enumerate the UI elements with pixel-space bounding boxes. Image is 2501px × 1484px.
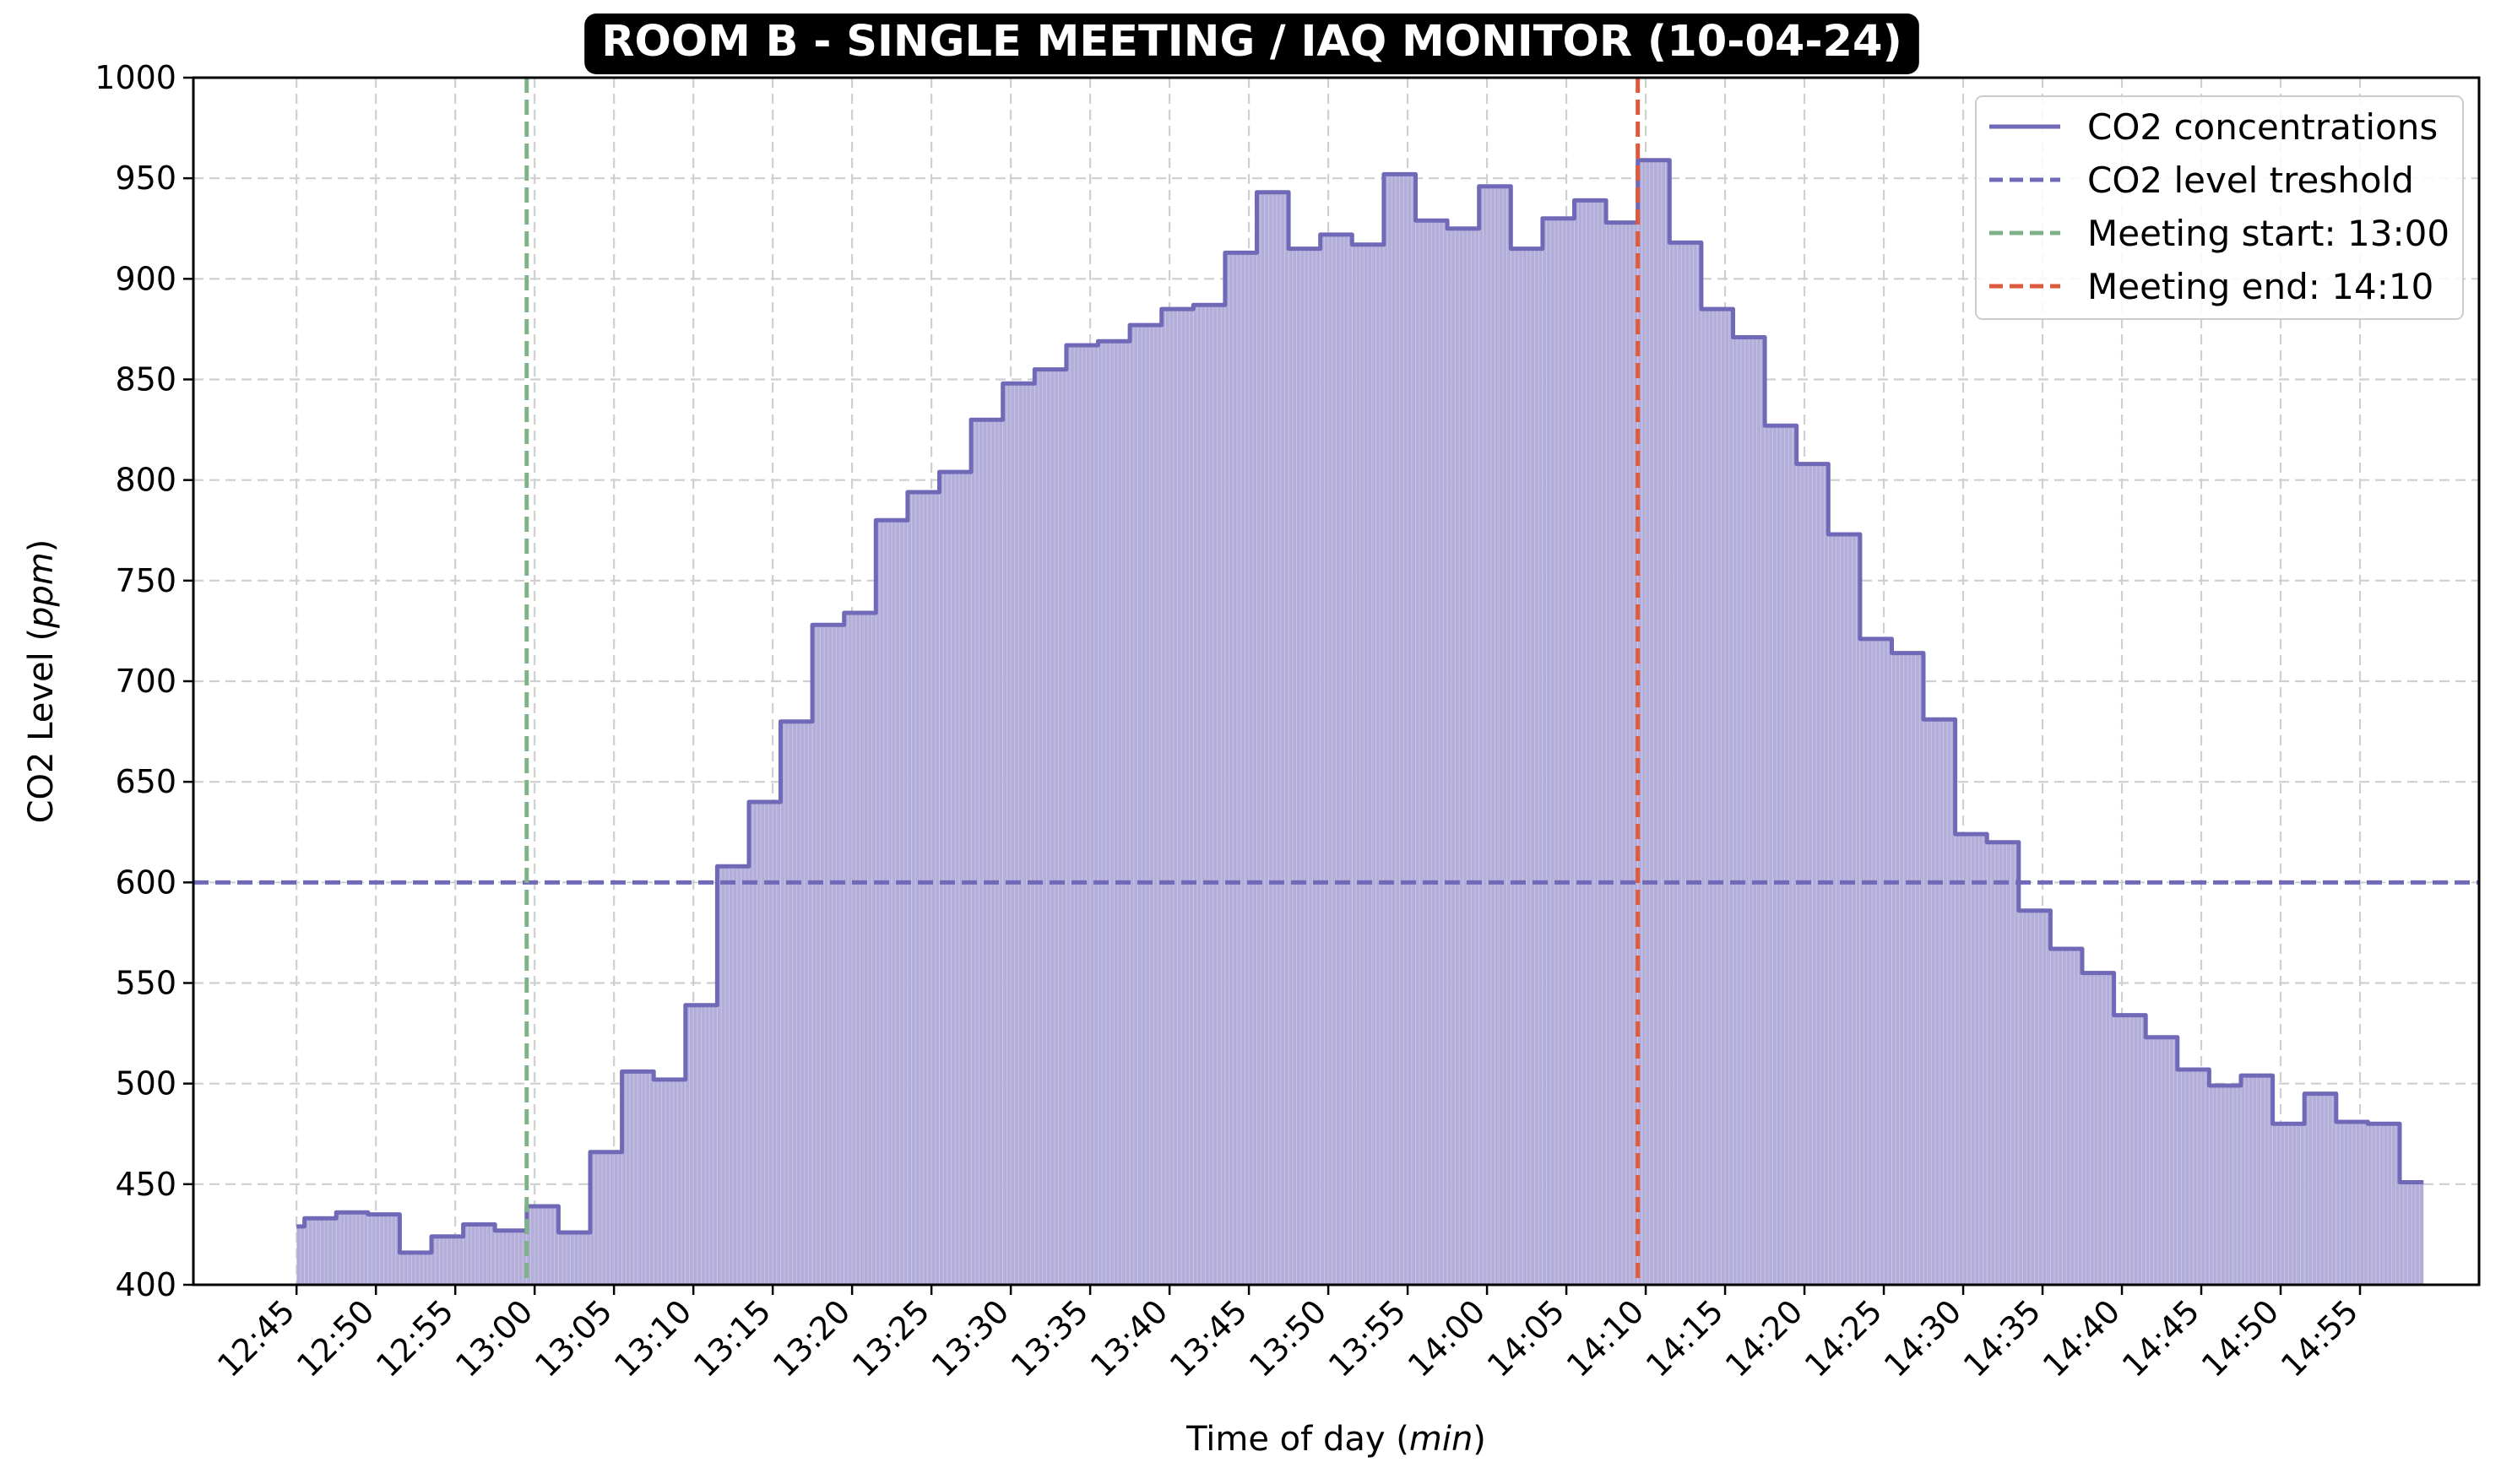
bar [1098, 341, 1131, 1285]
bar [589, 1151, 622, 1285]
bar [558, 1232, 590, 1285]
bar [2177, 1069, 2210, 1285]
y-tick-label: 700 [115, 663, 176, 700]
bar [336, 1212, 368, 1285]
bar [717, 866, 749, 1285]
bar [1478, 186, 1511, 1286]
bar [812, 625, 844, 1285]
x-axis-label: Time of day (min) [1185, 1420, 1486, 1459]
y-tick-label: 400 [115, 1266, 176, 1303]
legend-label-threshold: CO2 level treshold [2087, 160, 2414, 201]
bar [1066, 344, 1099, 1285]
bar [654, 1079, 686, 1285]
series-line-co2 [296, 158, 2424, 1255]
bar [367, 1214, 400, 1285]
legend-label-meeting-start: Meeting start: 13:00 [2087, 213, 2449, 254]
bar [2368, 1124, 2401, 1285]
bar [1130, 325, 1162, 1285]
bar [1765, 425, 1797, 1286]
bar-hatching [296, 160, 2420, 1285]
bar [2082, 972, 2114, 1285]
bar [2209, 1086, 2242, 1285]
chart-title: ROOM B - SINGLE MEETING / IAQ MONITOR (1… [584, 14, 1919, 74]
y-tick-label: 800 [115, 462, 176, 499]
bar [2241, 1075, 2273, 1285]
bar [2272, 1124, 2305, 1285]
bar [463, 1224, 496, 1285]
bar [1320, 234, 1353, 1285]
bar [1352, 244, 1384, 1286]
bar [304, 1218, 337, 1285]
bar [1193, 305, 1225, 1286]
y-tick-label: 500 [115, 1065, 176, 1102]
bar [1447, 228, 1479, 1285]
bar [1987, 842, 2019, 1285]
y-tick-label: 900 [115, 260, 176, 297]
bar [1415, 220, 1448, 1285]
bar [2018, 910, 2051, 1285]
bar [1733, 337, 1766, 1286]
bar [907, 491, 940, 1285]
bar [1511, 248, 1543, 1285]
bar [2146, 1037, 2178, 1285]
bar [1955, 834, 1988, 1285]
bar [1542, 218, 1575, 1285]
bar [2113, 1015, 2146, 1285]
bar [971, 420, 1003, 1286]
y-tick-label: 750 [115, 562, 176, 599]
bar [1828, 534, 1860, 1285]
bar [1224, 252, 1257, 1286]
bar [1923, 719, 1956, 1285]
bar [526, 1206, 559, 1285]
y-tick-label: 600 [115, 864, 176, 901]
bar [431, 1236, 464, 1285]
bar [939, 472, 972, 1285]
legend-label-co2: CO2 concentrations [2087, 106, 2438, 148]
bar [2336, 1121, 2368, 1285]
legend-label-meeting-end: Meeting end: 14:10 [2087, 266, 2433, 307]
bar [780, 721, 813, 1285]
bar [1161, 309, 1194, 1285]
bar [1796, 463, 1829, 1285]
bar [876, 520, 908, 1285]
bar [1034, 369, 1066, 1285]
chart-title-text: ROOM B - SINGLE MEETING / IAQ MONITOR (1… [601, 17, 1902, 67]
bar [2304, 1093, 2336, 1285]
y-tick-label: 850 [115, 361, 176, 398]
bar [1701, 309, 1733, 1285]
y-tick-label: 950 [115, 160, 176, 197]
y-tick-label: 450 [115, 1166, 176, 1203]
bar [1606, 222, 1638, 1286]
y-tick-label: 1000 [95, 59, 176, 96]
bar [1002, 383, 1035, 1286]
bar [1288, 248, 1321, 1285]
y-axis-label: CO2 Level (ppm) [22, 539, 61, 824]
bar [1859, 638, 1892, 1285]
bar [495, 1230, 527, 1285]
bar [1574, 200, 1607, 1286]
bar [621, 1071, 654, 1285]
bar [685, 1005, 718, 1285]
bar [296, 1226, 305, 1285]
bar [2050, 948, 2083, 1285]
bar [399, 1252, 431, 1285]
y-tick-label: 550 [115, 965, 176, 1002]
y-tick-label: 650 [115, 763, 176, 800]
bar [1669, 242, 1701, 1285]
legend: CO2 concentrations CO2 level treshold Me… [1975, 95, 2464, 320]
bar [1256, 192, 1289, 1286]
bar [844, 612, 876, 1285]
bar [1637, 160, 1670, 1285]
y-axis: 400 450 500 550 600 650 700 750 800 850 900 950 1000 [95, 59, 193, 1303]
bar [1383, 174, 1416, 1285]
bar [2400, 1182, 2424, 1285]
fill-bars [296, 160, 2424, 1286]
bar [1891, 653, 1924, 1285]
